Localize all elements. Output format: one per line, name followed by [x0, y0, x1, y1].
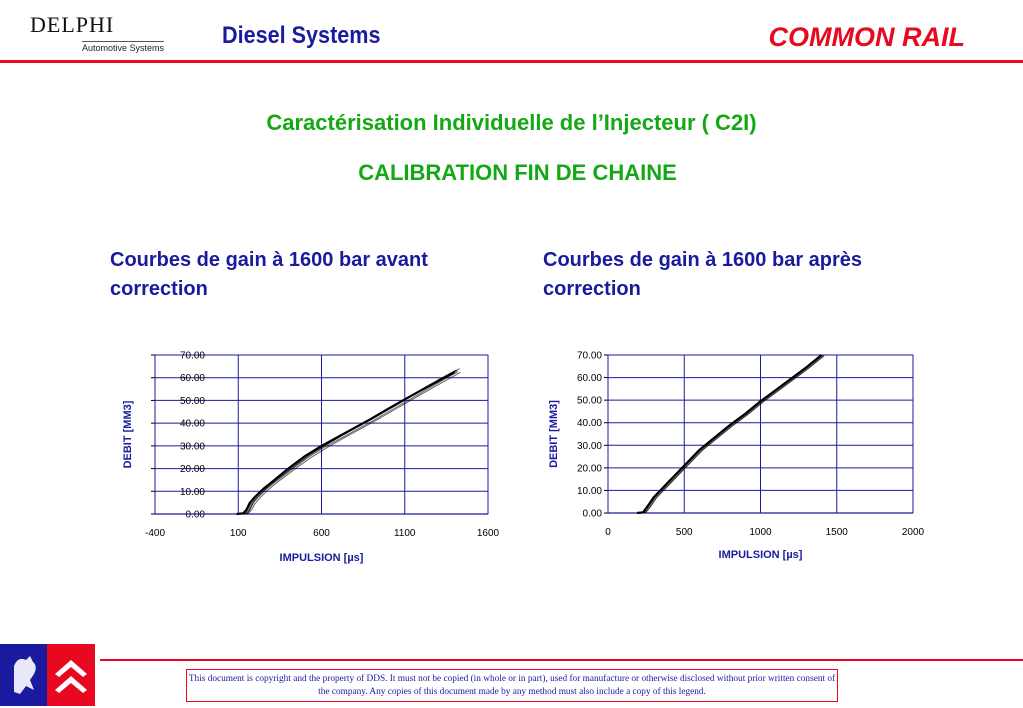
citroen-emblem-icon — [47, 644, 95, 706]
header-right-title: COMMON RAIL — [768, 22, 965, 52]
y-axis-label: DEBIT [MM3] — [122, 400, 134, 468]
x-tick-label: 500 — [676, 527, 693, 538]
slide-subtitle: CALIBRATION FIN DE CHAINE — [358, 160, 677, 185]
series-line-4 — [639, 354, 825, 514]
series-line-2 — [238, 369, 457, 515]
y-tick-label: 0.00 — [186, 510, 206, 521]
y-tick-label: 20.00 — [577, 463, 602, 474]
y-tick-label: 50.00 — [577, 396, 602, 407]
chevron-top-icon — [55, 660, 87, 677]
x-axis-label: IMPULSION [µs] — [280, 552, 364, 564]
y-tick-label: 40.00 — [577, 418, 602, 429]
y-tick-label: 70.00 — [577, 351, 602, 362]
x-tick-label: 2000 — [902, 527, 925, 538]
x-tick-label: 1600 — [477, 528, 500, 539]
footer-divider — [100, 659, 1023, 661]
x-tick-label: 100 — [230, 528, 247, 539]
x-tick-label: -400 — [145, 528, 165, 539]
y-tick-label: 30.00 — [180, 441, 205, 452]
series-line-5 — [241, 371, 461, 515]
y-tick-label: 10.00 — [577, 486, 602, 497]
logo-sub-text: Automotive Systems — [82, 41, 165, 53]
y-tick-label: 70.00 — [180, 351, 205, 362]
brand-emblems — [0, 644, 95, 706]
y-tick-label: 10.00 — [180, 487, 205, 498]
y-tick-label: 60.00 — [577, 373, 602, 384]
y-tick-label: 40.00 — [180, 419, 205, 430]
y-tick-label: 30.00 — [577, 441, 602, 452]
y-tick-label: 20.00 — [180, 464, 205, 475]
slide-title: Caractérisation Individuelle de l’Inject… — [266, 110, 757, 135]
x-tick-label: 600 — [313, 528, 330, 539]
x-tick-label: 1000 — [749, 527, 772, 538]
x-tick-label: 1500 — [826, 527, 849, 538]
series-line-6 — [239, 369, 458, 515]
logo-main-text: DELPHI — [30, 12, 115, 37]
delphi-logo: DELPHI Automotive Systems — [30, 12, 200, 56]
y-tick-label: 50.00 — [180, 396, 205, 407]
series-line-2 — [638, 354, 824, 514]
chevron-bottom-icon — [55, 676, 87, 693]
chart-right-caption: Courbes de gain à 1600 bar après correct… — [543, 249, 863, 300]
x-tick-label: 1100 — [394, 528, 416, 539]
lion-icon — [14, 656, 36, 694]
header-left-title: Diesel Systems — [222, 22, 381, 49]
series-line-5 — [637, 354, 823, 514]
y-axis-label: DEBIT [MM3] — [548, 400, 560, 468]
y-tick-label: 0.00 — [583, 509, 603, 520]
y-tick-label: 60.00 — [180, 373, 205, 384]
x-tick-label: 0 — [605, 527, 611, 538]
x-axis-label: IMPULSION [µs] — [719, 549, 803, 561]
chart-left-caption: Courbes de gain à 1600 bar avant correct… — [110, 249, 428, 300]
copyright-notice: This document is copyright and the prope… — [186, 669, 838, 702]
header-divider — [0, 60, 1023, 63]
